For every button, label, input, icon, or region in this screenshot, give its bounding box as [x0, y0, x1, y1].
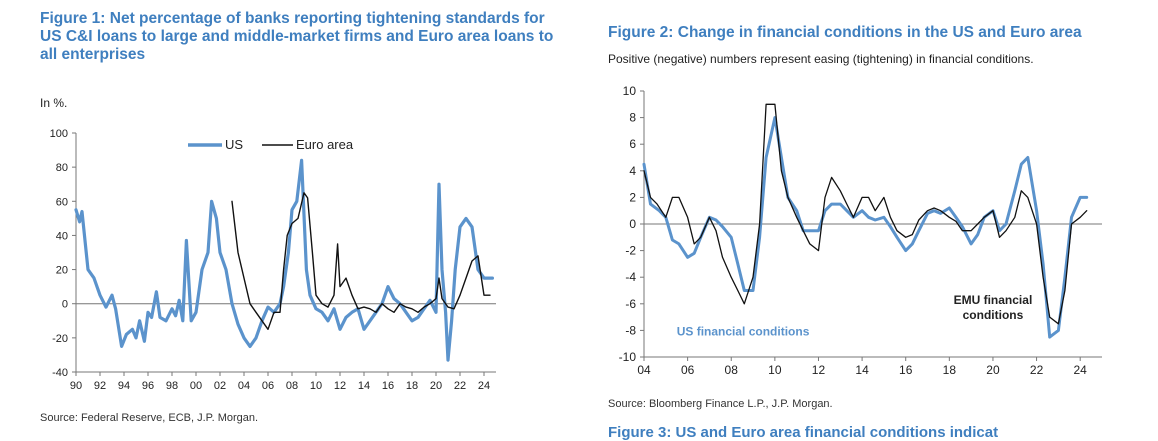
- y-tick-label: 40: [56, 230, 68, 242]
- x-tick-label: 22: [454, 380, 466, 392]
- series-line-us-financial-conditions: [642, 116, 1089, 339]
- x-tick-label: 22: [1030, 363, 1044, 377]
- y-tick-label: 2: [629, 190, 636, 204]
- y-tick-label: -6: [625, 297, 636, 311]
- x-tick-label: 92: [94, 380, 106, 392]
- x-tick-label: 12: [812, 363, 826, 377]
- x-tick-label: 20: [986, 363, 1000, 377]
- x-tick-label: 10: [768, 363, 782, 377]
- x-tick-label: 12: [334, 380, 346, 392]
- annotation-line: EMU financial: [954, 293, 1033, 307]
- figure2-panel: Figure 2: Change in financial conditions…: [590, 0, 1158, 432]
- x-tick-label: 02: [214, 380, 226, 392]
- y-tick-label: -8: [625, 323, 636, 337]
- y-tick-label: 4: [629, 164, 636, 178]
- y-tick-label: -20: [52, 333, 68, 345]
- x-tick-label: 06: [262, 380, 274, 392]
- y-tick-label: 100: [50, 128, 68, 140]
- figure2-source: Source: Bloomberg Finance L.P., J.P. Mor…: [608, 398, 833, 410]
- x-tick-label: 04: [238, 380, 250, 392]
- series-line-euro-area: [231, 192, 491, 331]
- x-tick-label: 18: [943, 363, 957, 377]
- x-tick-label: 14: [358, 380, 370, 392]
- y-tick-label: 0: [62, 299, 68, 311]
- x-tick-label: 96: [142, 380, 154, 392]
- y-tick-label: 6: [629, 137, 636, 151]
- figure1-title: Figure 1: Net percentage of banks report…: [40, 10, 580, 64]
- x-tick-label: 18: [406, 380, 418, 392]
- y-tick-label: 80: [56, 162, 68, 174]
- figure2-subtitle: Positive (negative) numbers represent ea…: [608, 52, 1034, 66]
- figure3-title-partial: Figure 3: US and Euro area financial con…: [608, 424, 999, 441]
- x-tick-label: 16: [899, 363, 913, 377]
- y-tick-label: 20: [56, 265, 68, 277]
- y-tick-label: 60: [56, 196, 68, 208]
- figure1-subtitle: In %.: [40, 96, 68, 110]
- x-tick-label: 24: [478, 380, 490, 392]
- x-tick-label: 20: [430, 380, 442, 392]
- x-tick-label: 24: [1074, 363, 1088, 377]
- figure1-source: Source: Federal Reserve, ECB, J.P. Morga…: [40, 412, 259, 424]
- series-line-emu-financial-conditions: [643, 103, 1088, 325]
- x-tick-label: 16: [382, 380, 394, 392]
- figure1-title-line: all enterprises: [40, 46, 146, 63]
- x-tick-label: 98: [166, 380, 178, 392]
- annotation-emu: EMU financial conditions: [954, 293, 1033, 322]
- y-tick-label: -4: [625, 270, 636, 284]
- x-tick-label: 94: [118, 380, 130, 392]
- y-tick-label: 8: [629, 111, 636, 125]
- annotation-line: US financial conditions: [677, 325, 810, 339]
- annotation-us: US financial conditions: [677, 325, 810, 339]
- x-tick-label: 08: [286, 380, 298, 392]
- series-line-us: [74, 158, 494, 362]
- x-tick-label: 10: [310, 380, 322, 392]
- legend-label-euro: Euro area: [296, 137, 354, 152]
- figure2-title: Figure 2: Change in financial conditions…: [608, 24, 1082, 41]
- x-tick-label: 04: [637, 363, 651, 377]
- legend-label-us: US: [225, 137, 243, 152]
- x-tick-label: 08: [725, 363, 739, 377]
- figure1-title-line: Figure 1: Net percentage of banks report…: [40, 10, 545, 27]
- y-tick-label: -40: [52, 367, 68, 379]
- x-tick-label: 00: [190, 380, 202, 392]
- legend: US Euro area: [188, 137, 354, 152]
- x-tick-label: 14: [855, 363, 869, 377]
- x-tick-label: 90: [70, 380, 82, 392]
- y-tick-label: 10: [623, 84, 637, 98]
- annotation-line: conditions: [963, 308, 1024, 322]
- figure1-chart: -40 -20 0 20 40 60 80 100 90 92 94 96 98 00 02 04 06 08 10…: [50, 128, 496, 392]
- y-tick-label: 0: [629, 217, 636, 231]
- y-tick-label: -10: [619, 350, 637, 364]
- y-tick-label: -2: [625, 244, 636, 258]
- figure1-title-line: US C&I loans to large and middle-market …: [40, 28, 554, 45]
- x-tick-label: 06: [681, 363, 695, 377]
- figure1-panel: Figure 1: Net percentage of banks report…: [0, 0, 575, 432]
